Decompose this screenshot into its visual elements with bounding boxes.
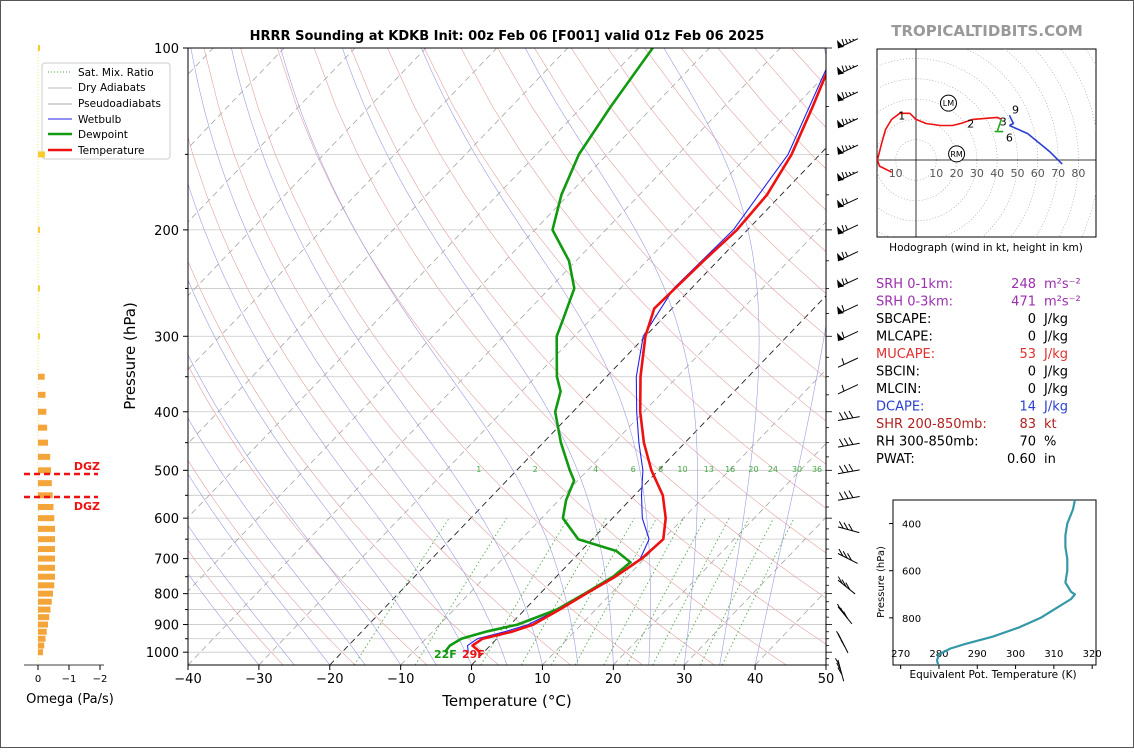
figure-frame (0, 0, 1134, 748)
